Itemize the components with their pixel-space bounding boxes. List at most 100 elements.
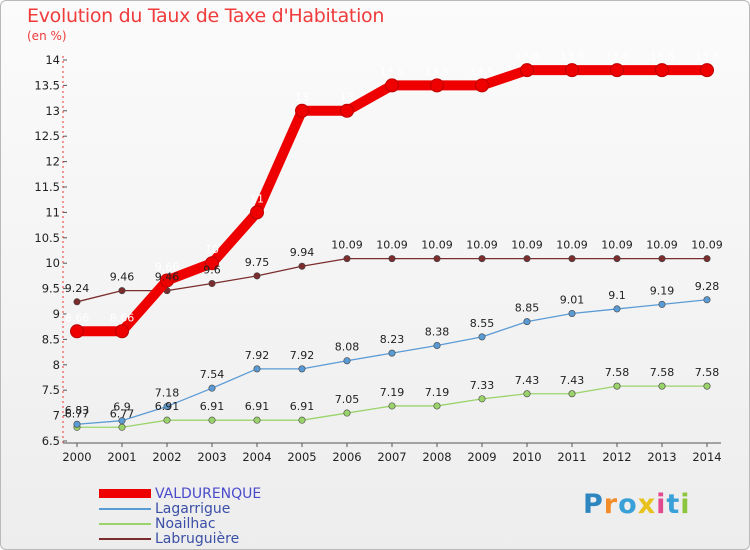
data-point: [73, 420, 81, 428]
x-tick-label: 2004: [242, 450, 271, 464]
data-point: [343, 255, 351, 263]
logo-letter: i: [680, 489, 691, 520]
x-tick-label: 2000: [62, 450, 91, 464]
data-label: 7.58: [605, 366, 630, 379]
axes: 6.577.588.599.51010.51111.51212.51313.51…: [34, 53, 721, 464]
data-label: 11: [250, 192, 264, 205]
data-label: 10.09: [421, 239, 453, 252]
x-tick-label: 2012: [602, 450, 631, 464]
data-point: [703, 296, 711, 304]
data-point: [343, 409, 351, 417]
legend-swatch: [99, 489, 151, 498]
data-label: 7.19: [425, 386, 450, 399]
data-point: [208, 384, 216, 392]
data-label: 6.83: [65, 404, 90, 417]
data-point: [340, 103, 354, 118]
data-point: [478, 333, 486, 341]
data-point: [298, 416, 306, 424]
data-point: [565, 63, 579, 78]
data-label: 7.58: [695, 366, 720, 379]
data-point: [433, 402, 441, 410]
chart-subtitle: (en %): [27, 29, 67, 43]
x-tick-label: 2008: [422, 450, 451, 464]
legend-swatch: [99, 508, 151, 510]
logo-letter: x: [637, 489, 657, 520]
x-tick-label: 2014: [692, 450, 721, 464]
data-label: 13.5: [425, 65, 450, 78]
legend-label: Lagarrigue: [155, 501, 231, 517]
data-label: 7.54: [200, 368, 225, 381]
data-label: 9.66: [155, 260, 180, 273]
data-label: 13.5: [380, 65, 405, 78]
y-tick-label: 12: [45, 155, 60, 169]
data-label: 7.92: [290, 349, 315, 362]
data-point: [613, 305, 621, 313]
chart-title: Evolution du Taux de Taxe d'Habitation: [27, 5, 385, 27]
data-point: [568, 309, 576, 317]
data-point: [160, 273, 174, 288]
x-tick-label: 2001: [107, 450, 136, 464]
data-label: 8.55: [470, 317, 495, 330]
data-label: 9.24: [65, 282, 90, 295]
data-point: [118, 423, 126, 431]
data-point: [703, 255, 711, 263]
data-point: [388, 349, 396, 357]
data-label: 7.92: [245, 349, 270, 362]
data-point: [253, 365, 261, 373]
data-point: [613, 382, 621, 390]
data-point: [478, 255, 486, 263]
data-point: [478, 395, 486, 403]
data-label: 10.09: [646, 239, 678, 252]
x-tick-label: 2010: [512, 450, 541, 464]
x-tick-label: 2006: [332, 450, 361, 464]
data-point: [73, 298, 81, 306]
y-tick-label: 13: [45, 104, 60, 118]
x-tick-label: 2011: [557, 450, 586, 464]
data-label: 10.09: [511, 239, 543, 252]
y-tick-label: 13.5: [34, 78, 60, 92]
data-label: 6.91: [155, 400, 180, 413]
data-point: [700, 63, 714, 78]
data-point: [298, 262, 306, 270]
data-label: 13: [340, 91, 354, 104]
data-point: [658, 300, 666, 308]
data-label: 7.05: [335, 393, 360, 406]
data-point: [205, 256, 219, 271]
data-label: 10.09: [691, 239, 723, 252]
data-label: 8.08: [335, 341, 360, 354]
data-label: 6.91: [200, 400, 225, 413]
data-label: 13.5: [470, 65, 495, 78]
data-point: [163, 416, 171, 424]
data-label: 9.94: [290, 246, 315, 259]
data-point: [655, 63, 669, 78]
data-point: [115, 324, 129, 339]
y-tick-label: 6.5: [42, 434, 60, 448]
legend-label: Labruguière: [155, 531, 240, 547]
proxiti-logo: Proxiti: [583, 489, 691, 520]
data-label: 7.19: [380, 386, 405, 399]
data-label: 7.33: [470, 379, 495, 392]
data-label: 13.8: [605, 50, 630, 63]
data-label: 13.8: [515, 50, 540, 63]
data-label: 6.91: [290, 400, 315, 413]
data-point: [610, 63, 624, 78]
data-label: 8.66: [65, 311, 90, 324]
data-label: 6.91: [245, 400, 270, 413]
y-tick-label: 14: [45, 53, 60, 67]
y-tick-label: 7: [53, 409, 60, 423]
data-label: 10.09: [466, 239, 498, 252]
data-label: 10.09: [331, 239, 363, 252]
data-label: 13.8: [650, 50, 675, 63]
data-point: [520, 63, 534, 78]
data-label: 10.09: [376, 239, 408, 252]
legend-label: VALDURENQUE: [155, 486, 262, 502]
data-point: [568, 390, 576, 398]
data-label: 9.6: [203, 264, 221, 277]
data-point: [433, 255, 441, 263]
logo-letter: r: [603, 489, 619, 520]
y-tick-label: 8.5: [42, 332, 60, 346]
data-point: [70, 324, 84, 339]
y-tick-label: 9: [53, 307, 60, 321]
data-point: [388, 402, 396, 410]
